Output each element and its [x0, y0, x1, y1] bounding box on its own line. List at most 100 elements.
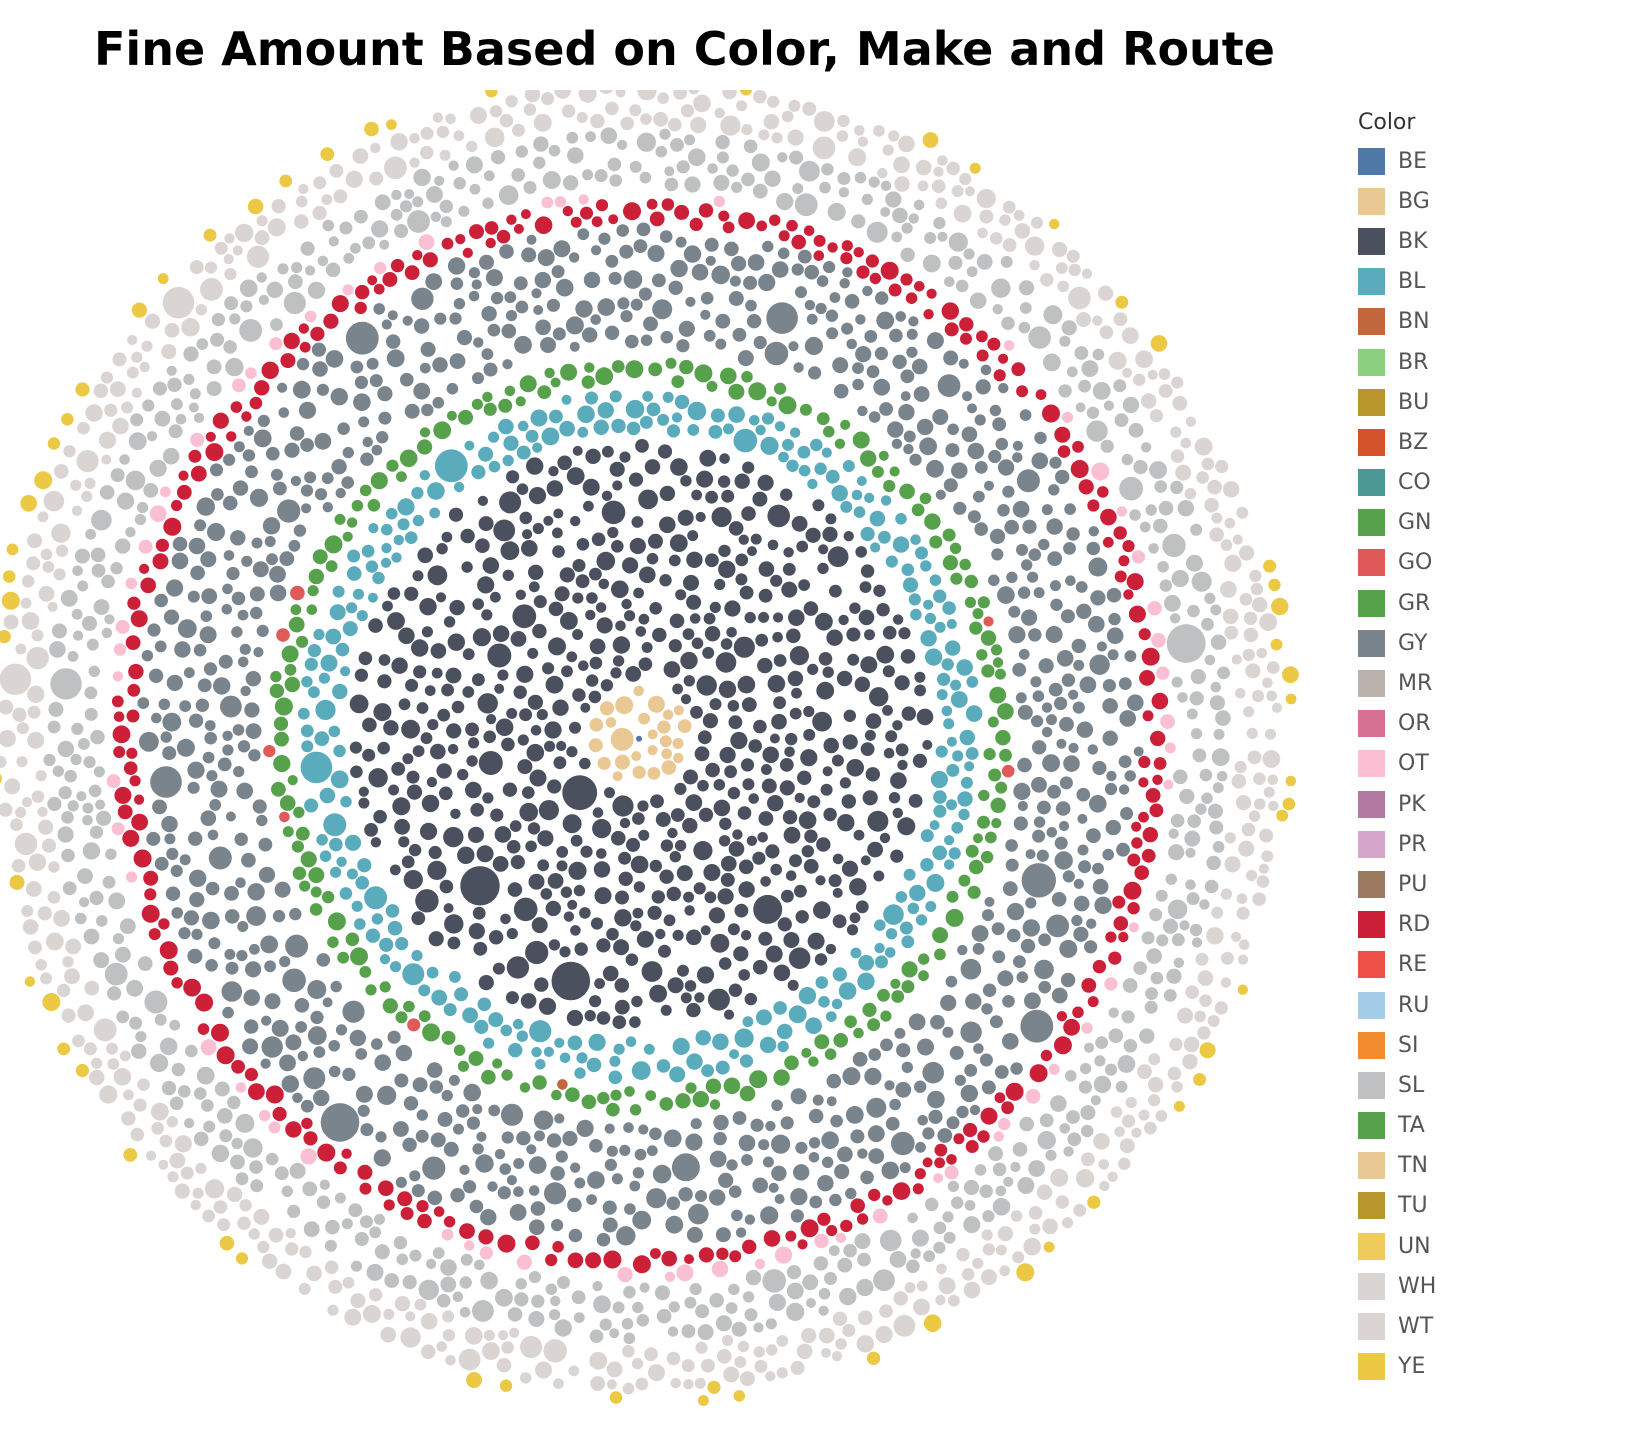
bubble-gy[interactable] — [582, 327, 598, 343]
bubble-gy[interactable] — [1022, 519, 1037, 534]
bubble-gy[interactable] — [243, 989, 260, 1006]
bubble-sl[interactable] — [129, 1016, 143, 1030]
bubble-bk[interactable] — [684, 980, 697, 992]
bubble-gy[interactable] — [738, 1134, 756, 1152]
bubble-wh[interactable] — [1002, 200, 1016, 214]
bubble-gy[interactable] — [304, 471, 317, 484]
bubble-gy[interactable] — [443, 1141, 459, 1157]
bubble-sl[interactable] — [762, 1269, 786, 1293]
bubble-sl[interactable] — [1192, 748, 1207, 763]
bubble-gr[interactable] — [867, 1018, 881, 1032]
bubble-gr[interactable] — [483, 402, 497, 416]
bubble-wh[interactable] — [620, 116, 635, 131]
bubble-gy[interactable] — [676, 339, 690, 353]
bubble-gy[interactable] — [746, 314, 762, 329]
legend-item-bl[interactable]: BL — [1358, 262, 1436, 302]
bubble-wh[interactable] — [821, 1347, 831, 1358]
bubble-gy[interactable] — [534, 1130, 545, 1142]
bubble-bl[interactable] — [874, 919, 886, 931]
bubble-gy[interactable] — [335, 1024, 348, 1036]
bubble-rd[interactable] — [803, 225, 815, 236]
bubble-wh[interactable] — [933, 166, 944, 177]
bubble-wh[interactable] — [257, 1240, 270, 1254]
bubble-gy[interactable] — [425, 273, 443, 290]
bubble-bk[interactable] — [757, 657, 773, 674]
bubble-gy[interactable] — [833, 383, 849, 399]
bubble-bl[interactable] — [929, 574, 942, 586]
bubble-sl[interactable] — [933, 1241, 946, 1254]
bubble-rd[interactable] — [756, 220, 768, 232]
bubble-bk[interactable] — [613, 939, 630, 956]
bubble-wh[interactable] — [409, 157, 420, 168]
bubble-wh[interactable] — [1267, 774, 1279, 785]
bubble-bk[interactable] — [426, 776, 438, 788]
bubble-gr[interactable] — [969, 621, 983, 635]
bubble-bk[interactable] — [533, 595, 547, 609]
bubble-ot[interactable] — [664, 1271, 676, 1283]
bubble-sl[interactable] — [955, 279, 969, 293]
bubble-wh[interactable] — [133, 1098, 147, 1112]
bubble-bl[interactable] — [340, 796, 352, 808]
bubble-wh[interactable] — [1263, 786, 1275, 798]
bubble-gy[interactable] — [449, 312, 462, 325]
bubble-wh[interactable] — [4, 778, 21, 795]
bubble-sl[interactable] — [52, 765, 64, 777]
bubble-go[interactable] — [983, 616, 994, 627]
bubble-wh[interactable] — [27, 533, 43, 549]
bubble-bk[interactable] — [554, 586, 570, 602]
bubble-gy[interactable] — [731, 1209, 743, 1222]
bubble-bk[interactable] — [586, 592, 598, 604]
bubble-wh[interactable] — [313, 176, 327, 190]
bubble-bk[interactable] — [600, 679, 614, 692]
bubble-gy[interactable] — [420, 341, 436, 357]
bubble-wh[interactable] — [83, 1042, 97, 1056]
bubble-sl[interactable] — [79, 897, 90, 908]
bubble-gy[interactable] — [997, 970, 1014, 987]
bubble-gy[interactable] — [764, 341, 789, 366]
bubble-gy[interactable] — [715, 338, 727, 350]
bubble-rd[interactable] — [1005, 1082, 1024, 1101]
bubble-bk[interactable] — [612, 480, 623, 491]
bubble-sl[interactable] — [162, 447, 180, 465]
bubble-rd[interactable] — [367, 275, 378, 286]
bubble-wh[interactable] — [1204, 497, 1219, 513]
bubble-rd[interactable] — [443, 1216, 456, 1228]
bubble-gy[interactable] — [747, 254, 765, 271]
bubble-gy[interactable] — [597, 298, 615, 316]
bubble-rd[interactable] — [1138, 755, 1151, 769]
bubble-wh[interactable] — [1098, 1159, 1110, 1170]
bubble-bk[interactable] — [757, 832, 768, 843]
bubble-bl[interactable] — [593, 419, 609, 435]
bubble-sl[interactable] — [557, 1276, 570, 1289]
bubble-sl[interactable] — [235, 1113, 255, 1133]
bubble-bk[interactable] — [610, 667, 622, 679]
bubble-sl[interactable] — [752, 183, 768, 199]
bubble-bk[interactable] — [677, 509, 694, 526]
bubble-bk[interactable] — [574, 942, 588, 956]
bubble-bk[interactable] — [350, 765, 363, 779]
bubble-gr[interactable] — [281, 645, 299, 663]
bubble-go[interactable] — [1001, 764, 1015, 778]
bubble-gy[interactable] — [207, 523, 225, 541]
bubble-bg[interactable] — [588, 738, 603, 753]
bubble-bl[interactable] — [371, 913, 384, 925]
bubble-bk[interactable] — [615, 890, 629, 905]
bubble-bk[interactable] — [417, 547, 434, 564]
bubble-wh[interactable] — [856, 1335, 874, 1353]
bubble-bl[interactable] — [666, 424, 681, 438]
bubble-bk[interactable] — [685, 794, 703, 811]
bubble-gy[interactable] — [412, 1077, 428, 1093]
bubble-bl[interactable] — [946, 618, 957, 630]
bubble-bl[interactable] — [462, 1007, 478, 1024]
bubble-rd[interactable] — [416, 1200, 429, 1213]
bubble-sl[interactable] — [83, 756, 96, 769]
bubble-ot[interactable] — [998, 1117, 1011, 1131]
bubble-rd[interactable] — [117, 804, 133, 820]
bubble-sl[interactable] — [664, 177, 679, 192]
bubble-bk[interactable] — [914, 684, 926, 697]
bubble-bl[interactable] — [354, 918, 366, 930]
bubble-gy[interactable] — [373, 1149, 391, 1167]
bubble-bk[interactable] — [528, 581, 540, 593]
bubble-bl[interactable] — [723, 423, 734, 435]
bubble-bk[interactable] — [826, 629, 843, 646]
